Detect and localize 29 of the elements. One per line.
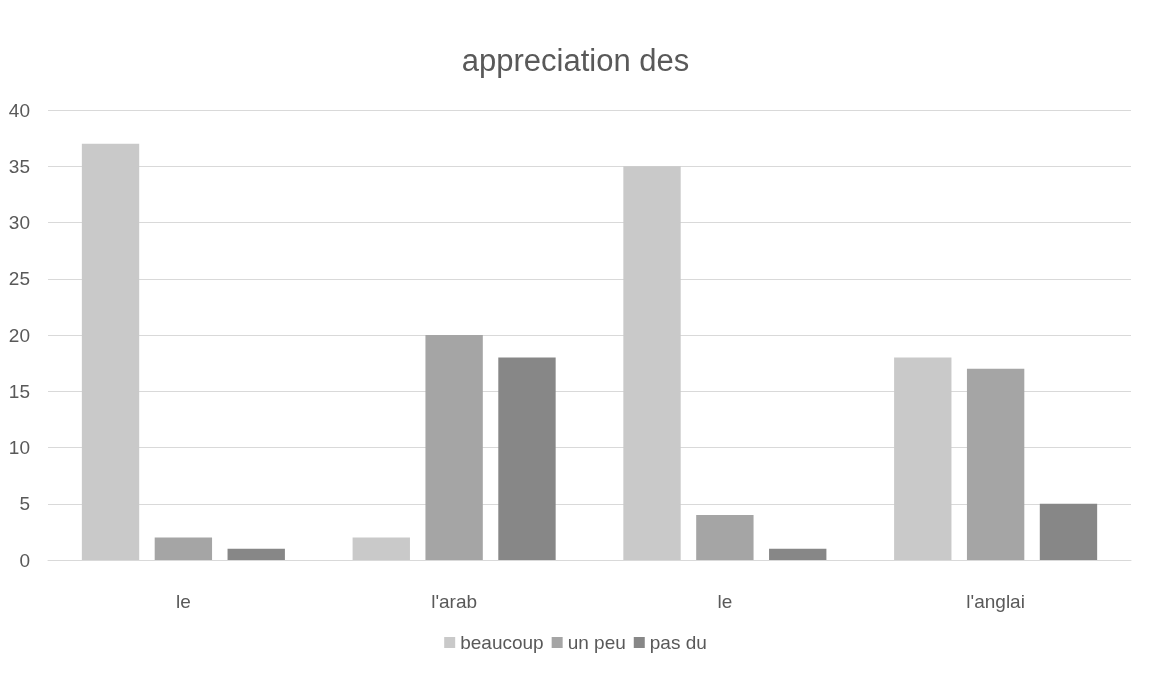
bar (154, 537, 213, 560)
bar (696, 515, 754, 560)
y-tick-label: 35 (8, 155, 30, 177)
y-tick-label: 0 (19, 549, 30, 571)
bar (425, 335, 483, 560)
y-tick-label: 25 (8, 268, 30, 290)
bar (352, 537, 410, 560)
y-tick-label: 15 (8, 380, 30, 402)
bar (227, 548, 285, 560)
bar (769, 548, 827, 560)
x-tick-label: l'arab (431, 591, 478, 612)
x-tick-label: le (717, 591, 733, 612)
bar (966, 368, 1025, 560)
x-tick-label: le (175, 591, 191, 612)
chart-title: appreciation des (461, 43, 690, 78)
y-tick-label: 40 (8, 99, 30, 121)
y-tick-label: 5 (19, 493, 30, 515)
legend-label: un peu (567, 632, 626, 653)
bar (894, 357, 952, 560)
bar (623, 166, 681, 560)
bar (81, 143, 140, 560)
bar (498, 357, 556, 560)
y-tick-label: 30 (8, 212, 30, 233)
x-tick-label: l'anglai (966, 591, 1025, 612)
legend-label: pas du (649, 632, 707, 653)
legend-label: beaucoup (460, 632, 544, 653)
y-tick-label: 20 (8, 324, 30, 346)
bar (1039, 503, 1098, 560)
y-tick-label: 10 (8, 437, 30, 458)
